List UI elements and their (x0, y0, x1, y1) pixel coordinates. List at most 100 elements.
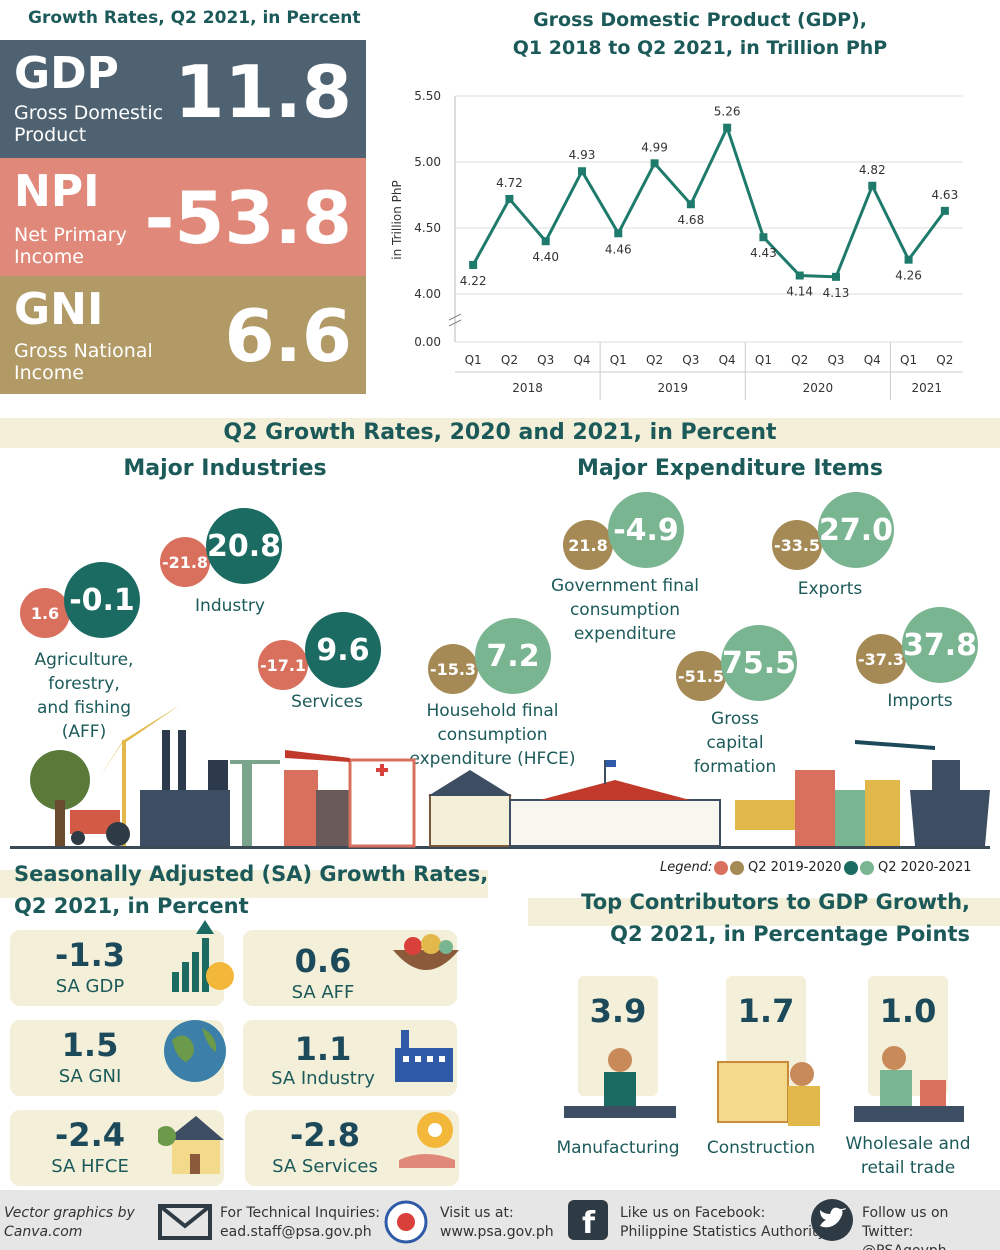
expenditure-title: Major Expenditure Items (577, 456, 883, 481)
industry-2020-bubble: -21.8 (160, 537, 210, 587)
axis-break-mark (448, 313, 462, 327)
x-tick-label: Q4 (573, 353, 590, 367)
aff-label-1: Agriculture, (34, 650, 134, 670)
truck-icon (735, 800, 795, 830)
legend-dot-sage (860, 861, 874, 875)
kpi-npi-full-1: Net Primary (14, 224, 127, 246)
imports-2021-bubble: 37.8 (902, 607, 978, 683)
x-tick-label: Q1 (900, 353, 917, 367)
contrib-title-line-1: Top Contributors to GDP Growth, (581, 890, 970, 914)
sa-gdp-card: -1.3 SA GDP (10, 920, 234, 1006)
gdp-data-point (723, 123, 732, 132)
gdp-data-point (650, 159, 659, 168)
x-tick-label: Q3 (682, 353, 699, 367)
sa-services-value: -2.8 (290, 1116, 360, 1154)
hfce-label-2: consumption (437, 725, 548, 745)
gdp-data-point (578, 167, 586, 176)
gov-label-3: expenditure (573, 624, 677, 644)
x-tick-label: Q1 (610, 353, 627, 367)
visit-line-1: Visit us at: (440, 1205, 514, 1221)
gcf-2020-bubble: -51.5 (676, 651, 726, 701)
kpi-gni: GNI Gross National Income 6.6 (0, 276, 366, 394)
hfce-label-1: Household final (426, 701, 559, 721)
facebook-icon[interactable]: f (568, 1200, 608, 1240)
gcf-label-2: capital (706, 733, 764, 753)
contrib-title: Top Contributors to GDP Growth, Q2 2021,… (540, 886, 970, 950)
twitter-icon[interactable] (810, 1198, 854, 1242)
kpi-gdp-abbr: GDP (14, 48, 119, 99)
inquiries-line-1: For Technical Inquiries: (220, 1205, 380, 1221)
gcf-label-3: formation (693, 757, 777, 777)
email-icon (158, 1204, 212, 1240)
footer: Vector graphics by Canva.com For Technic… (0, 1190, 1000, 1250)
y-tick-label: 4.50 (414, 221, 441, 235)
imports-2020-bubble: -37.3 (856, 634, 906, 684)
kpi-gni-full-1: Gross National (14, 340, 153, 362)
inquiries-email[interactable]: ead.staff@psa.gov.ph (220, 1224, 372, 1240)
sa-hfce-card: -2.4 SA HFCE (10, 1110, 224, 1186)
gdp-data-point (904, 255, 913, 264)
gdp-data-point (469, 260, 478, 269)
legend-dot-coral (714, 861, 728, 875)
industry-label: Industry (195, 596, 265, 616)
gdp-chart-title-line-2: Q1 2018 to Q2 2021, in Trillion PhP (512, 37, 888, 59)
aff-label: Agriculture, forestry, and fishing (AFF) (14, 648, 154, 744)
gdp-chart-title-line-1: Gross Domestic Product (GDP), (533, 9, 867, 31)
sa-aff-value: 0.6 (294, 942, 352, 980)
credit-line-2: Canva.com (4, 1224, 83, 1240)
gdp-data-label: 4.43 (750, 246, 777, 260)
sa-aff-label: SA AFF (291, 982, 355, 1003)
facebook-page[interactable]: Philippine Statistics Authority (620, 1224, 826, 1240)
airplane-icon (285, 750, 350, 762)
gcf-label: Gross capital formation (680, 707, 790, 779)
x-tick-label: Q1 (755, 353, 772, 367)
gdp-data-label: 4.26 (895, 269, 922, 283)
services-label: Services (291, 692, 363, 712)
kpi-npi: NPI Net Primary Income -53.8 (0, 158, 366, 276)
legend-2019-2020: Q2 2019-2020 (748, 860, 842, 875)
y-axis-label: in Trillion PhP (390, 180, 404, 259)
x-tick-label: Q2 (646, 353, 663, 367)
container-icon (795, 770, 835, 846)
aff-2020-bubble: 1.6 (20, 588, 70, 638)
sa-aff-card: 0.6 SA AFF (243, 930, 459, 1006)
sa-gni-card: 1.5 SA GNI (10, 1020, 226, 1096)
x-tick-label: Q3 (827, 353, 844, 367)
sa-title-line-1: Seasonally Adjusted (SA) Growth Rates, (14, 862, 489, 886)
industries-title: Major Industries (123, 456, 327, 481)
hfce-label-3: expenditure (HFCE) (409, 749, 576, 769)
visit-url[interactable]: www.psa.gov.ph (440, 1224, 554, 1240)
kpi-npi-abbr: NPI (14, 166, 100, 217)
q2-section-band (0, 418, 1000, 448)
gdp-data-label: 4.40 (532, 250, 559, 264)
y-tick-label: 5.50 (414, 89, 441, 103)
y-tick-label: 4.00 (414, 287, 441, 301)
kpi-gni-full-2: Income (14, 362, 84, 384)
gdp-data-label: 4.72 (496, 176, 523, 190)
legend-label: Legend: (660, 860, 713, 875)
tree-icon (30, 750, 90, 810)
credit-line-1: Vector graphics by (4, 1205, 135, 1221)
factory-small-icon (395, 1030, 453, 1082)
contrib-title-line-2: Q2 2021, in Percentage Points (610, 922, 970, 946)
gdp-data-point (759, 233, 768, 242)
wholesale-label-1: Wholesale and (845, 1134, 971, 1154)
sa-services-label: SA Services (272, 1156, 378, 1177)
kpi-npi-full-2: Income (14, 246, 84, 268)
gdp-data-point (832, 272, 840, 281)
gdp-chart-title: Gross Domestic Product (GDP), Q1 2018 to… (400, 6, 1000, 62)
kpi-gdp-value: 11.8 (174, 50, 352, 134)
gov-label-1: Government final (550, 576, 700, 596)
imports-label: Imports (887, 691, 953, 711)
gdp-data-label: 4.22 (460, 274, 487, 288)
facebook: Like us on Facebook: Philippine Statisti… (620, 1204, 826, 1242)
gdp-series-line (471, 123, 947, 279)
exports-2020-bubble: -33.5 (772, 520, 822, 570)
gdp-data-point (868, 181, 877, 190)
twitter-handle[interactable]: @PSAgovph (862, 1242, 1000, 1250)
x-tick-label: Q2 (791, 353, 808, 367)
sa-industry-card: 1.1 SA Industry (243, 1020, 457, 1096)
government-building-icon (509, 799, 721, 847)
crane-icon (230, 760, 280, 764)
gdp-data-label: 4.82 (859, 163, 886, 177)
